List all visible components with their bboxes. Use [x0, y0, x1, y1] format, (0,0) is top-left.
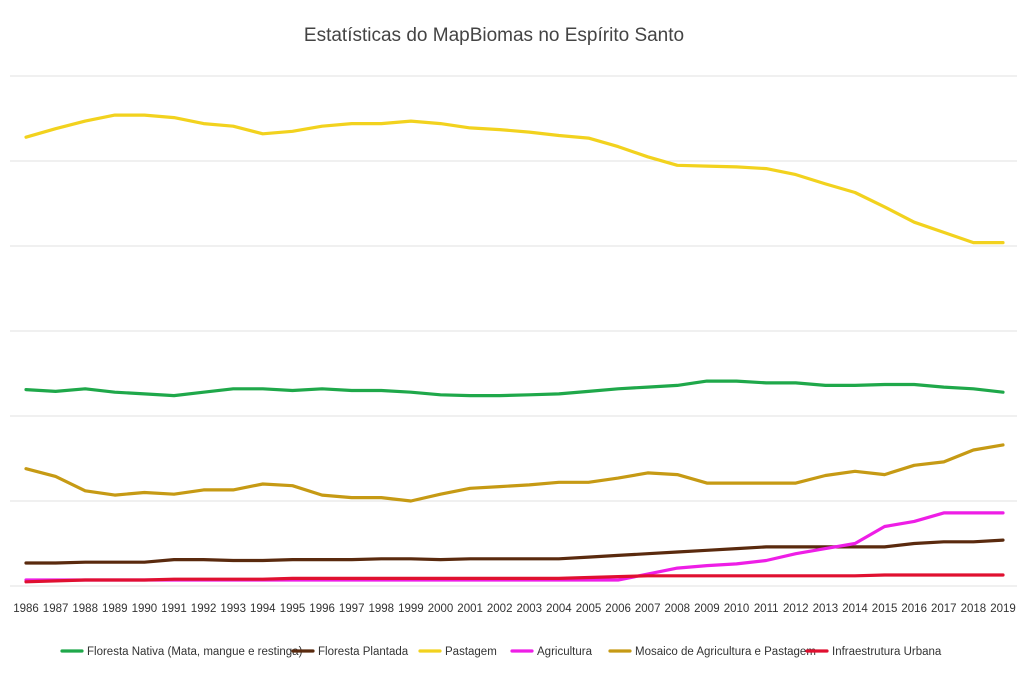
x-tick-label: 1993: [220, 603, 246, 615]
x-tick-label: 1989: [102, 603, 128, 615]
x-tick-label: 1996: [309, 603, 335, 615]
x-tick-label: 2004: [546, 603, 572, 615]
x-tick-label: 2009: [694, 603, 720, 615]
x-tick-label: 2015: [872, 603, 898, 615]
x-tick-label: 2013: [813, 603, 839, 615]
x-tick-label: 2017: [931, 603, 957, 615]
x-tick-label: 2011: [754, 603, 779, 615]
series-line-pastagem: [24, 113, 1005, 245]
x-tick-label: 2014: [842, 603, 868, 615]
legend-entry: Floresta Plantada: [318, 646, 409, 658]
x-tick-label: 2002: [487, 603, 513, 615]
x-tick-label: 2006: [605, 603, 631, 615]
x-tick-label: 1986: [13, 603, 39, 615]
x-tick-label: 1999: [398, 603, 424, 615]
x-tick-label: 2000: [428, 603, 454, 615]
x-tick-label: 2018: [961, 603, 987, 615]
x-tick-label: 2008: [665, 603, 691, 615]
x-axis-ticks: 1986 1987 1988 1989 1990 1991 1992 1993 1994 1995…: [13, 603, 1016, 615]
legend-entry: Mosaico de Agricultura e Pastagem: [635, 646, 816, 658]
x-tick-label: 2016: [901, 603, 927, 615]
gridlines: [10, 75, 1017, 587]
legend: Floresta Nativa (Mata, mangue e restinga…: [60, 646, 942, 658]
x-tick-label: 2012: [783, 603, 809, 615]
x-tick-label: 1994: [250, 603, 276, 615]
x-tick-label: 1988: [72, 603, 98, 615]
x-tick-label: 1995: [280, 603, 306, 615]
chart-title: Estatísticas do MapBiomas no Espírito Sa…: [304, 25, 684, 46]
x-tick-label: 1992: [191, 603, 217, 615]
series-line-mosaico-de-agricultura-e-pastagem: [24, 443, 1005, 503]
x-tick-label: 2007: [635, 603, 661, 615]
legend-entry: Pastagem: [445, 646, 497, 658]
legend-entry: Infraestrutura Urbana: [832, 646, 942, 658]
x-tick-label: 1990: [132, 603, 158, 615]
x-tick-label: 1991: [161, 603, 187, 615]
x-tick-label: 2010: [724, 603, 750, 615]
series-layer: [24, 113, 1005, 584]
x-tick-label: 1997: [339, 603, 365, 615]
x-tick-label: 2005: [576, 603, 602, 615]
x-tick-label: 2003: [517, 603, 543, 615]
series-line-infraestrutura-urbana: [24, 573, 1005, 584]
x-tick-label: 2001: [457, 603, 483, 615]
series-line-floresta-nativa-mata-mangue-e-restinga: [24, 379, 1005, 398]
x-tick-label: 2019: [990, 603, 1016, 615]
x-tick-label: 1998: [369, 603, 395, 615]
x-tick-label: 1987: [43, 603, 69, 615]
legend-entry: Floresta Nativa (Mata, mangue e restinga…: [87, 646, 303, 658]
legend-entry: Agricultura: [537, 646, 593, 658]
